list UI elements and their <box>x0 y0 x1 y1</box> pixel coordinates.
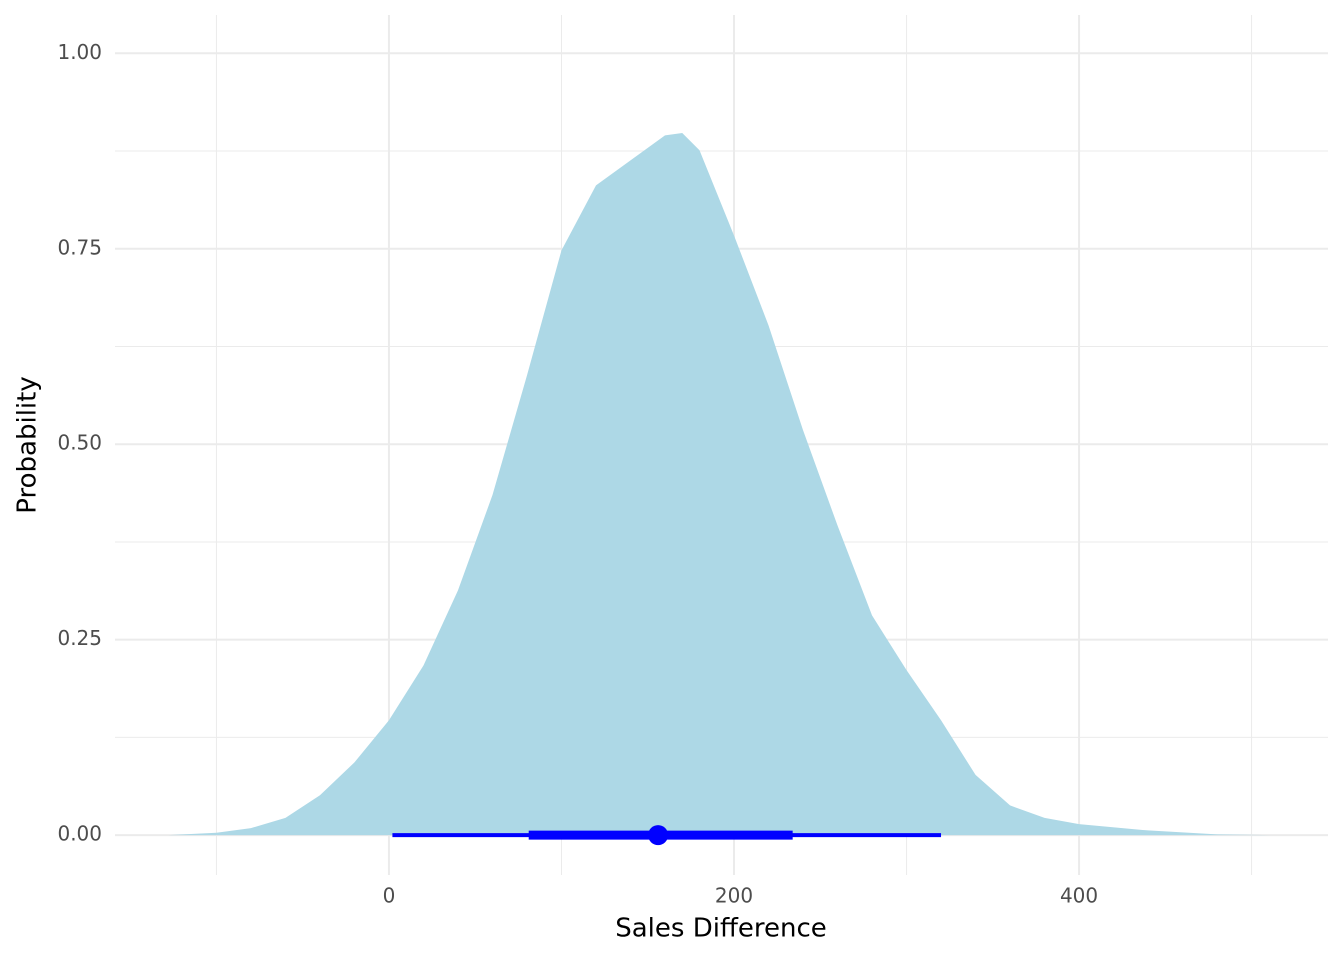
x-axis-title: Sales Difference <box>615 914 827 944</box>
x-tick-label: 400 <box>1060 884 1098 908</box>
y-tick-label: 0.00 <box>57 822 102 846</box>
y-tick-label: 0.75 <box>57 235 102 259</box>
x-tick-label: 0 <box>383 884 396 908</box>
y-tick-label: 0.50 <box>57 431 102 455</box>
y-tick-label: 0.25 <box>57 626 102 650</box>
point-estimate <box>648 825 669 846</box>
marks <box>168 133 1273 846</box>
y-axis-title: Probability <box>13 376 43 513</box>
x-tick-label: 200 <box>715 884 753 908</box>
y-tick-label: 1.00 <box>57 40 102 64</box>
density-area <box>168 133 1273 836</box>
